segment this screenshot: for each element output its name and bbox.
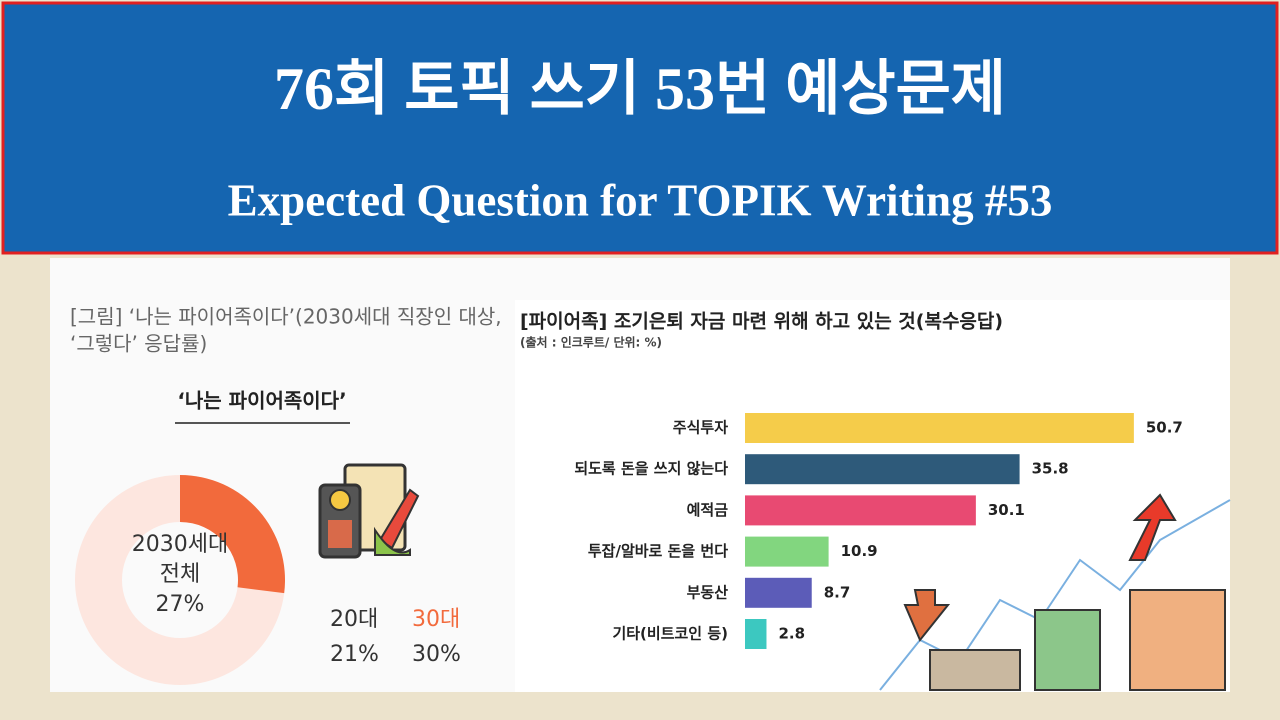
category-label: 부동산 <box>687 583 729 601</box>
center-label: 전체 <box>160 562 200 587</box>
chart-subtitle: ‘나는 파이어족이다’ <box>177 389 346 413</box>
annotation-label: 30대 <box>412 607 460 632</box>
bar <box>745 619 767 649</box>
annotation-value: 30% <box>412 642 461 667</box>
annotation-label: 20대 <box>330 607 378 632</box>
value-label: 8.7 <box>824 583 851 601</box>
value-label: 50.7 <box>1146 419 1183 437</box>
bar <box>745 495 976 526</box>
category-label: 되도록 돈을 쓰지 않는다 <box>574 460 728 478</box>
chart-subtitle: (출처 : 인크루트/ 단위: %) <box>520 335 662 350</box>
donut-segment <box>180 475 285 594</box>
value-label: 2.8 <box>778 625 805 643</box>
category-label: 투잡/알바로 돈을 번다 <box>588 542 728 560</box>
calculator-icon <box>318 463 420 559</box>
chart-title: ‘그렇다’ 응답률) <box>70 332 207 356</box>
illustration <box>879 493 1231 691</box>
value-label: 30.1 <box>988 501 1025 519</box>
header-subtitle: Expected Question for TOPIK Writing #53 <box>228 175 1053 225</box>
header-banner <box>1 1 1279 255</box>
category-label: 주식투자 <box>673 419 728 437</box>
center-label: 2030세대 <box>132 532 228 557</box>
bar <box>745 536 829 567</box>
bar <box>745 577 812 608</box>
value-label: 10.9 <box>841 542 878 560</box>
bar <box>745 413 1134 443</box>
bar <box>745 454 1020 485</box>
annotation-value: 21% <box>330 642 379 667</box>
value-label: 35.8 <box>1032 460 1069 478</box>
chart-title: [그림] ‘나는 파이어족이다’(2030세대 직장인 대상, <box>70 305 502 329</box>
category-label: 예적금 <box>687 501 729 519</box>
chart-title: [파이어족] 조기은퇴 자금 마련 위해 하고 있는 것(복수응답) <box>520 311 1003 333</box>
category-label: 기타(비트코인 등) <box>612 625 728 643</box>
header-title: 76회 토픽 쓰기 53번 예상문제 <box>274 56 1006 122</box>
center-value: 27% <box>156 592 205 617</box>
